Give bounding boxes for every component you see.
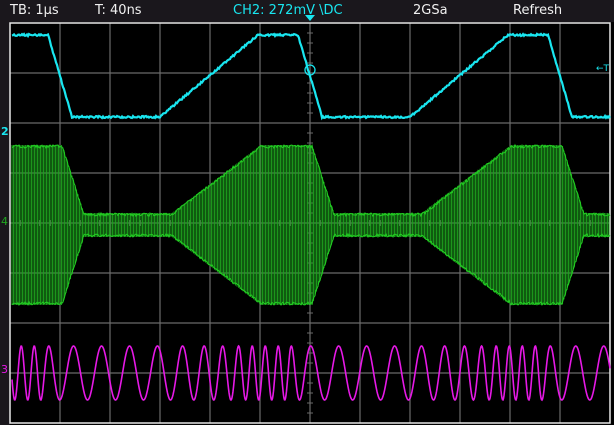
ch4-trace (12, 145, 609, 305)
ch2-marker-label: 2 (1, 125, 9, 138)
trigger-position-marker (305, 15, 315, 21)
ch4-marker[interactable]: 4 (1, 215, 8, 228)
trigger-level-label: T (604, 64, 610, 74)
ch3-marker-label: 3 (1, 363, 8, 376)
trigger-level-marker[interactable]: ←T (596, 64, 609, 74)
ch2-trace (12, 34, 610, 118)
ch2-marker[interactable]: 2 (1, 125, 9, 138)
ch4-marker-label: 4 (1, 215, 8, 228)
ch3-marker[interactable]: 3 (1, 363, 8, 376)
